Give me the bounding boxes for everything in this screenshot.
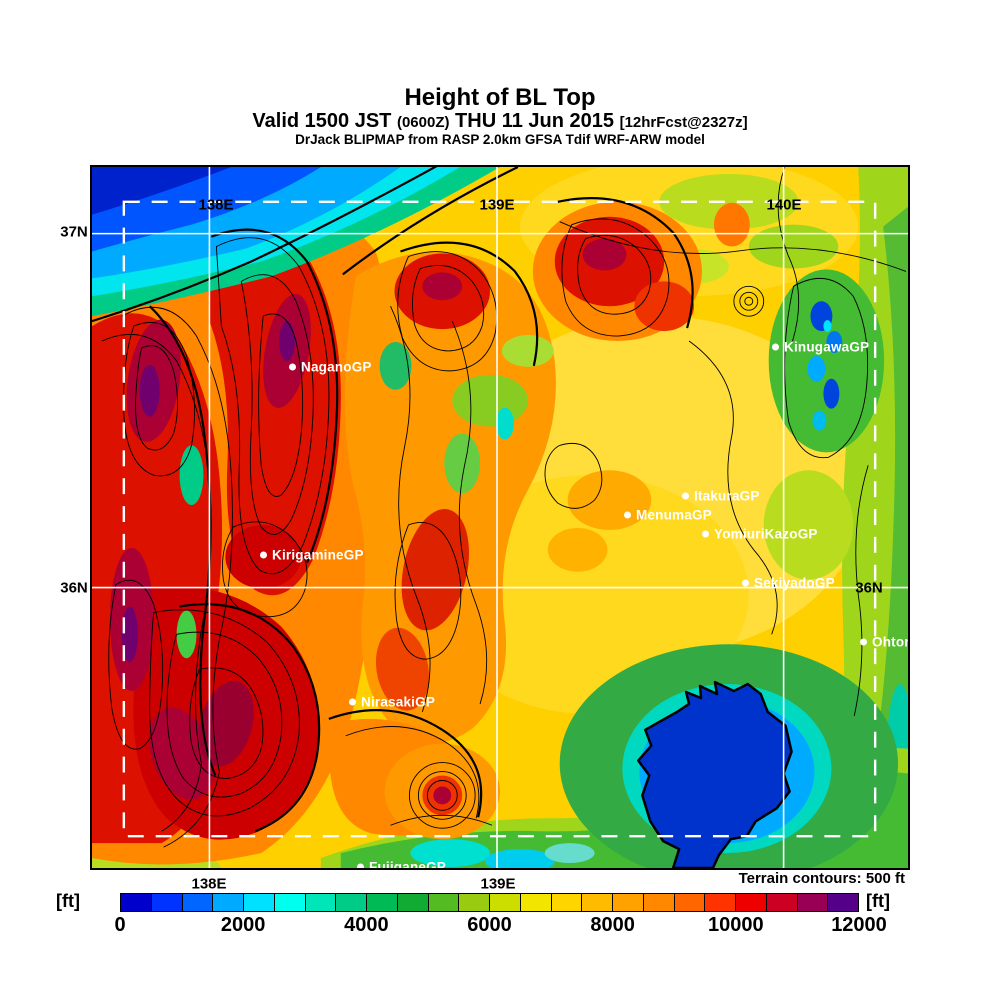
grid-label-36n: 36N [855, 579, 883, 597]
blipmap-map: NaganoGP KinugawaGP ItakuraGP MenumaGP Yomiu… [90, 165, 910, 870]
colorbar-segment-0ft [121, 894, 151, 911]
grid-label-138e: 138E [198, 196, 234, 214]
colorbar-segment-10500ft [765, 894, 797, 911]
waypoint-dot-icon [772, 343, 779, 351]
waypoint-label: KirigamineGP [272, 547, 364, 563]
colorbar-segment-7000ft [550, 894, 582, 911]
waypoint-label: KinugawaGP [784, 339, 870, 355]
colorbar-segment-8000ft [612, 894, 643, 911]
valid-time-line: Valid 1500 JST (0600Z) THU 11 Jun 2015 [… [0, 110, 1000, 133]
color-scale-bar [120, 893, 859, 912]
sea-region [92, 167, 500, 317]
colorbar-tick-0: 0 [114, 914, 126, 936]
waypoint-FujiganeGP: FujiganeGP [357, 859, 447, 870]
colorbar-segment-2500ft [273, 894, 305, 911]
waypoint-dot-icon [624, 511, 631, 519]
colorbar-segment-4500ft [396, 894, 428, 911]
waypoint-label: NirasakiGP [361, 694, 436, 710]
waypoint-KirigamineGP: KirigamineGP [260, 548, 364, 563]
colorbar-segment-4000ft [366, 894, 397, 911]
latlon-grid-lines [92, 167, 908, 868]
colorbar-tick-4000: 4000 [344, 914, 389, 936]
colorbar-segment-7500ft [581, 894, 612, 911]
waypoint-dot-icon [357, 863, 364, 868]
colorbar-segment-500ft [150, 894, 182, 911]
colorbar-segment-5000ft [427, 894, 459, 911]
grid-label-138e: 138E [191, 875, 227, 893]
waypoint-label: OhtoneGP [872, 634, 908, 650]
waypoint-dot-icon [702, 530, 709, 538]
waypoint-MenumaGP: MenumaGP [624, 508, 712, 523]
colorbar-segment-9500ft [704, 894, 735, 911]
terrain-map-svg [92, 167, 908, 868]
colorbar-segment-3000ft [304, 894, 336, 911]
waypoint-label: ItakuraGP [694, 488, 760, 504]
colorbar-segment-3500ft [335, 894, 366, 911]
colorbar-tick-8000: 8000 [590, 914, 635, 936]
model-description: DrJack BLIPMAP from RASP 2.0km GFSA Tdif… [295, 132, 705, 147]
page-title: Height of BL Top [404, 84, 596, 111]
colorbar-segment-6500ft [519, 894, 551, 911]
contour-lines [101, 167, 907, 848]
valid-date: THU 11 Jun 2015 [455, 110, 615, 132]
mountain-regions [92, 201, 750, 865]
colorbar-segment-5500ft [458, 894, 489, 911]
colorbar-segment-11000ft [796, 894, 828, 911]
waypoint-dot-icon [742, 579, 749, 587]
contour-lines-bold [92, 167, 694, 833]
colorbar-segment-8500ft [642, 894, 674, 911]
waypoint-NirasakiGP: NirasakiGP [349, 695, 435, 710]
waypoint-label: MenumaGP [636, 507, 712, 523]
waypoint-YomiuriKazoGP: YomiuriKazoGP [702, 527, 818, 542]
valid-zulu-time: (0600Z) [396, 114, 450, 131]
colorbar-tick-2000: 2000 [220, 914, 266, 936]
waypoint-dot-icon [682, 492, 689, 500]
colorbar-segment-2000ft [243, 894, 274, 911]
waypoint-KinugawaGP: KinugawaGP [772, 340, 869, 355]
waypoint-dot-icon [289, 363, 296, 371]
colorbar-segment-1500ft [212, 894, 243, 911]
grid-label-139e: 139E [479, 196, 515, 214]
terrain-contours-note: Terrain contours: 500 ft [738, 870, 905, 887]
grid-label-140e: 140E [766, 196, 802, 214]
waypoint-label: FujiganeGP [369, 859, 447, 870]
colorbar-tick-10000: 10000 [708, 914, 764, 936]
unit-label-right: [ft] [866, 891, 890, 911]
waypoint-label: NaganoGP [301, 359, 372, 375]
forecast-tag: [12hrFcst@2327z] [619, 114, 748, 131]
waypoint-ItakuraGP: ItakuraGP [682, 489, 760, 504]
colorbar-segment-11500ft [827, 894, 858, 911]
colorbar-tick-6000: 6000 [467, 914, 512, 936]
waypoint-OhtoneGP: OhtoneGP [860, 634, 908, 650]
waypoint-SekiyadoGP: SekiyadoGP [742, 576, 835, 591]
colorbar-tick-12000: 12000 [831, 914, 887, 936]
waypoint-dot-icon [349, 698, 356, 706]
model-domain-boundary [122, 200, 877, 838]
grid-label-37n: 37N [60, 223, 88, 241]
waypoint-label: YomiuriKazoGP [714, 526, 818, 542]
waypoint-NaganoGP: NaganoGP [289, 360, 372, 375]
grid-label-139e: 139E [480, 875, 516, 893]
waypoints-layer: NaganoGP KinugawaGP ItakuraGP MenumaGP Yomiu… [92, 167, 908, 868]
bay-region [559, 644, 898, 868]
waypoint-dot-icon [860, 638, 867, 646]
colorbar-segment-10000ft [735, 894, 766, 911]
grid-label-36n: 36N [60, 579, 88, 597]
waypoint-dot-icon [260, 551, 267, 559]
waypoint-label: SekiyadoGP [754, 575, 835, 591]
unit-label-left: [ft] [56, 891, 80, 911]
valid-prefix: Valid 1500 JST [252, 110, 392, 132]
color-scale-ticks: 0 2000 4000 6000 8000 10000 12000 [114, 914, 886, 940]
colorbar-segment-6000ft [489, 894, 520, 911]
colorbar-segment-9000ft [673, 894, 705, 911]
colorbar-segment-1000ft [181, 894, 213, 911]
